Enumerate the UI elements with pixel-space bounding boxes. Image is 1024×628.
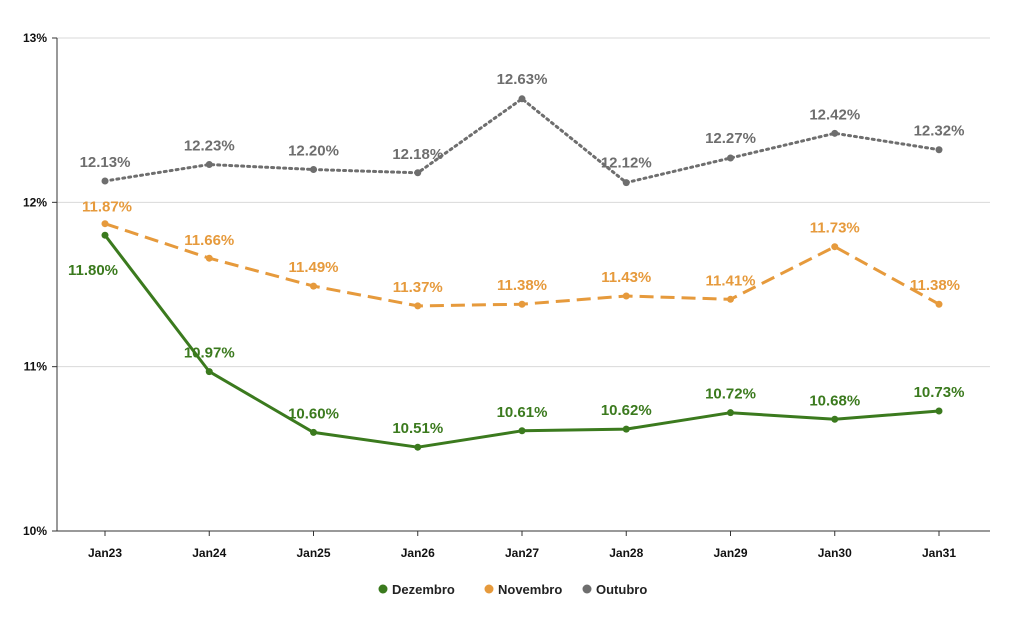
- data-label-dezembro: 10.60%: [288, 405, 339, 422]
- data-point-dezembro: [101, 231, 109, 239]
- data-point-novembro: [101, 220, 109, 228]
- axes: 10% 11% 12% 13% Jan23 Jan24 Jan25 Jan26 Jan27 Jan…: [23, 31, 990, 560]
- data-label-dezembro: 10.62%: [601, 402, 652, 419]
- y-tick-label: 13%: [23, 31, 47, 45]
- data-point-novembro: [414, 302, 422, 310]
- x-tick-label: Jan26: [401, 546, 435, 560]
- data-label-dezembro: 11.80%: [68, 262, 118, 279]
- data-point-novembro: [310, 282, 317, 290]
- data-label-outubro: 12.27%: [705, 130, 756, 147]
- data-label-dezembro: 10.97%: [184, 345, 235, 362]
- data-label-outubro: 12.23%: [184, 138, 235, 155]
- data-point-outubro: [831, 129, 839, 137]
- data-label-dezembro: 10.51%: [392, 420, 443, 437]
- data-label-outubro: 12.42%: [809, 106, 860, 123]
- legend-marker-novembro: [484, 584, 494, 594]
- data-label-novembro: 11.43%: [601, 269, 651, 286]
- data-label-novembro: 11.87%: [82, 199, 132, 216]
- data-label-novembro: 11.73%: [810, 220, 860, 237]
- data-point-outubro: [935, 146, 943, 154]
- data-label-dezembro: 10.68%: [809, 392, 860, 409]
- x-tick-label: Jan30: [818, 546, 852, 560]
- data-point-outubro: [101, 177, 109, 185]
- data-label-novembro: 11.37%: [393, 279, 443, 296]
- data-point-dezembro: [205, 368, 213, 376]
- legend-label-dezembro: Dezembro: [392, 582, 455, 597]
- data-label-outubro: 12.32%: [914, 123, 965, 140]
- data-label-novembro: 11.49%: [288, 259, 338, 276]
- x-tick-label: Jan27: [505, 546, 539, 560]
- data-point-novembro: [518, 300, 526, 308]
- gridlines: [57, 37, 990, 368]
- data-label-outubro: 12.20%: [288, 142, 339, 159]
- x-tick-label: Jan29: [713, 546, 747, 560]
- x-tick-label: Jan31: [922, 546, 956, 560]
- y-tick-label: 12%: [23, 195, 47, 209]
- legend: Dezembro Novembro Outubro: [378, 582, 647, 597]
- x-tick-label: Jan24: [192, 546, 226, 560]
- data-label-novembro: 11.38%: [497, 277, 547, 294]
- data-point-dezembro: [622, 425, 630, 433]
- data-point-outubro: [310, 165, 317, 173]
- series-line-outubro: [103, 97, 941, 185]
- data-point-dezembro: [518, 427, 526, 435]
- data-label-outubro: 12.63%: [497, 71, 548, 88]
- x-tick-label: Jan28: [609, 546, 643, 560]
- data-label-novembro: 11.66%: [184, 232, 234, 249]
- data-point-outubro: [622, 179, 630, 187]
- data-point-outubro: [414, 169, 422, 177]
- y-tick-label: 10%: [23, 524, 47, 538]
- x-tick-label: Jan23: [88, 546, 122, 560]
- series-points: [101, 95, 943, 451]
- data-label-outubro: 12.13%: [80, 154, 131, 171]
- y-tick-label: 11%: [24, 360, 48, 374]
- data-point-dezembro: [727, 409, 734, 417]
- data-label-dezembro: 10.61%: [497, 404, 548, 421]
- data-point-novembro: [935, 300, 943, 308]
- data-label-dezembro: 10.72%: [705, 386, 756, 403]
- data-label-novembro: 11.41%: [705, 272, 755, 289]
- data-point-novembro: [622, 292, 630, 300]
- data-point-dezembro: [831, 415, 839, 423]
- data-point-novembro: [205, 254, 213, 262]
- data-point-dezembro: [414, 443, 422, 451]
- data-label-novembro: 11.38%: [910, 277, 960, 294]
- legend-label-outubro: Outubro: [596, 582, 647, 597]
- x-tick-label: Jan25: [296, 546, 330, 560]
- data-labels: 11.80% 10.97% 10.60% 10.51% 10.61% 10.62% 10.7…: [68, 71, 964, 437]
- data-point-outubro: [727, 154, 734, 162]
- data-point-outubro: [205, 161, 213, 169]
- data-label-outubro: 12.18%: [392, 146, 443, 163]
- data-point-outubro: [518, 95, 526, 103]
- data-point-dezembro: [310, 428, 317, 436]
- data-point-dezembro: [935, 407, 943, 415]
- data-point-novembro: [727, 295, 734, 303]
- legend-marker-dezembro: [378, 584, 388, 594]
- data-label-dezembro: 10.73%: [914, 384, 965, 401]
- data-point-novembro: [831, 243, 839, 251]
- legend-label-novembro: Novembro: [498, 582, 562, 597]
- data-label-outubro: 12.12%: [601, 155, 652, 172]
- legend-marker-outubro: [582, 584, 592, 594]
